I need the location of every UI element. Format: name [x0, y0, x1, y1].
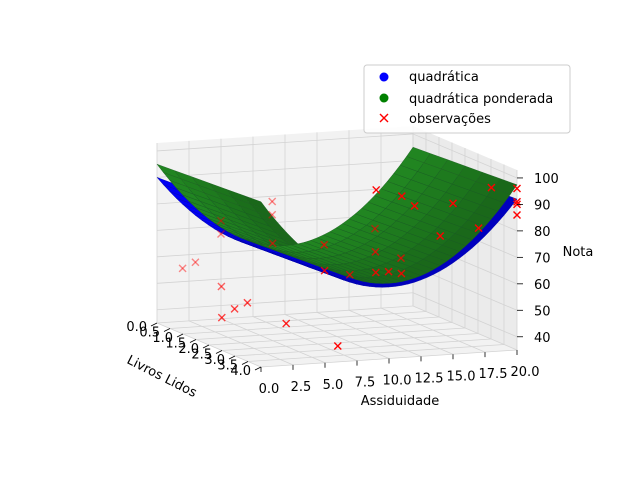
observation-marker: [191, 258, 200, 267]
tick-label-assiduidade: 12.5: [415, 371, 444, 386]
observation-marker: [345, 270, 354, 279]
tick-mark-livros: [254, 366, 262, 371]
grid-line-floor-livros: [221, 333, 479, 351]
grid-line-floor-livros: [195, 322, 453, 340]
tick-label-nota: 50: [534, 304, 551, 319]
tick-mark-livros: [228, 355, 236, 360]
observation-marker: [217, 216, 225, 225]
tick-label-livros: 0.5: [139, 326, 160, 341]
observation-marker: [178, 264, 187, 273]
observation-marker: [320, 266, 329, 275]
observation-marker: [513, 184, 521, 193]
tick-label-assiduidade: 20.0: [511, 365, 540, 380]
observation-marker: [268, 210, 277, 219]
tick-label-assiduidade: 15.0: [447, 369, 476, 384]
observation-marker: [230, 304, 239, 313]
axis-ticks: 0.0 2.5 5.0 7.5 10.0 12.5 15.0 17.5 20.00.00.51.…: [126, 172, 559, 397]
tick-label-nota: 90: [534, 198, 551, 213]
observation-marker: [282, 319, 291, 328]
tick-mark-livros: [176, 333, 184, 338]
tick-mark-livros: [163, 328, 171, 332]
observation-marker: [436, 231, 445, 240]
grid-line-floor-livros: [247, 344, 505, 362]
grid-line-floor-livros: [169, 311, 427, 329]
observation-marker: [474, 224, 483, 233]
tick-label-livros: 2.5: [191, 348, 212, 363]
tick-label-assiduidade: 0.0: [259, 382, 280, 397]
tick-label-nota: 40: [534, 331, 551, 346]
observation-marker: [371, 224, 379, 233]
tick-mark-livros: [150, 322, 158, 327]
legend: quadrática quadrática ponderada observaç…: [363, 64, 571, 134]
tick-mark-livros: [189, 339, 197, 343]
tick-mark-livros: [241, 361, 249, 365]
tick-mark-livros: [202, 344, 210, 349]
scatter-points: [178, 183, 521, 351]
tick-label-livros: 0.0: [126, 320, 147, 335]
grid-line-back-nota: [156, 292, 414, 311]
grid-line-back-nota: [156, 160, 414, 178]
tick-label-assiduidade: 2.5: [291, 380, 312, 395]
tick-label-nota: 100: [534, 172, 559, 187]
legend-label-quadratica: quadrática: [409, 70, 479, 85]
y-axis-label: Assiduidade: [361, 394, 440, 409]
tick-label-nota: 80: [534, 225, 551, 240]
grid-line-floor-livros: [234, 338, 492, 357]
grid-line-floor-livros: [208, 327, 466, 346]
tick-label-livros: 3.5: [217, 359, 238, 374]
tick-label-livros: 3.0: [204, 353, 225, 368]
tick-label-nota: 60: [534, 278, 551, 293]
tick-label-assiduidade: 7.5: [355, 376, 376, 391]
tick-mark-livros: [215, 350, 223, 354]
observation-marker: [268, 197, 277, 206]
legend-marker-quadratica: [379, 72, 389, 82]
tick-label-assiduidade: 5.0: [323, 378, 344, 393]
tick-label-nota: 70: [534, 251, 551, 266]
legend-label-observacoes: observações: [409, 112, 491, 127]
observation-marker: [371, 247, 380, 256]
observation-marker: [217, 313, 226, 322]
observation-marker: [217, 282, 226, 291]
observation-marker: [397, 254, 405, 263]
observation-marker: [513, 211, 521, 219]
observation-marker: [217, 230, 225, 239]
tick-label-assiduidade: 10.0: [383, 374, 412, 389]
observation-marker: [397, 192, 406, 201]
observation-marker: [487, 183, 496, 192]
observation-marker: [243, 298, 252, 307]
observation-marker: [333, 342, 342, 351]
observation-marker: [397, 269, 406, 278]
legend-label-quadratica-ponderada: quadrática ponderada: [409, 92, 553, 107]
observation-marker: [449, 199, 457, 208]
surface-patch: [406, 146, 431, 163]
grid-line-back-nota: [156, 133, 414, 152]
legend-marker-quadratica-ponderada: [379, 93, 389, 103]
tick-label-livros: 4.0: [230, 364, 251, 379]
z-axis-label: Nota: [563, 245, 594, 260]
grid-line-side-nota: [412, 133, 518, 179]
grid-line-floor-livros: [156, 305, 414, 324]
observation-marker: [268, 239, 277, 248]
grid-line-floor-livros: [182, 316, 440, 335]
observation-marker: [372, 185, 381, 194]
legend-frame: [363, 64, 571, 134]
observation-marker: [371, 268, 380, 277]
tick-label-livros: 2.0: [178, 342, 199, 357]
grid-line-side-nota: [412, 292, 518, 338]
observation-marker: [410, 201, 419, 210]
observation-marker: [320, 240, 329, 249]
tick-label-livros: 1.0: [152, 331, 173, 346]
observation-marker: [384, 267, 393, 276]
surface-quadratica-ponderada: [156, 146, 518, 284]
surfaces: [156, 146, 518, 288]
tick-label-assiduidade: 17.5: [479, 367, 508, 382]
legend-marker-observacoes: [379, 113, 389, 123]
tick-label-livros: 1.5: [165, 337, 186, 352]
